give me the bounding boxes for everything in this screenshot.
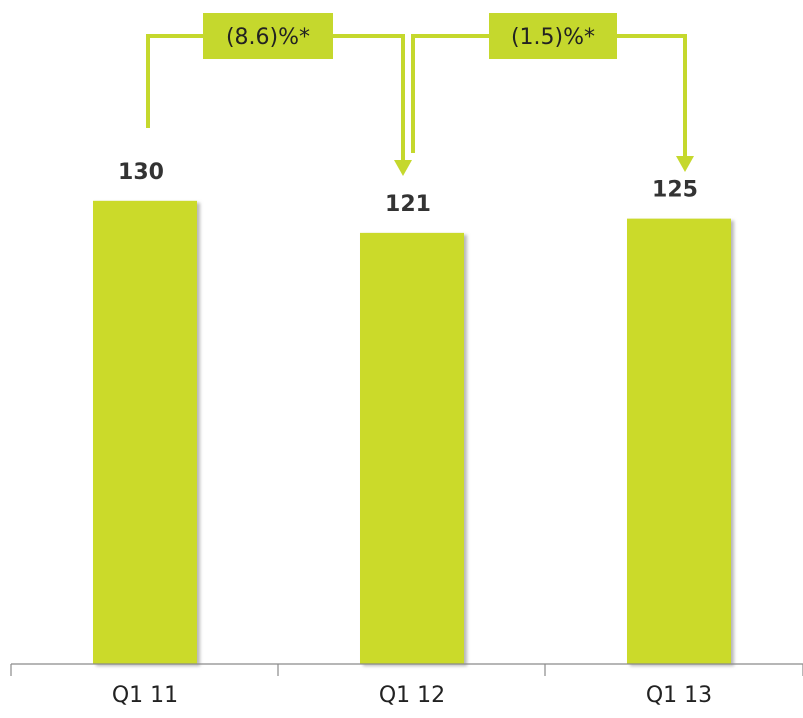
annotation-box bbox=[203, 13, 333, 59]
x-tick-label: Q1 13 bbox=[646, 683, 712, 708]
change-annotation-2: (1.5)%* bbox=[411, 13, 694, 172]
annotation-arrowhead bbox=[394, 160, 412, 176]
x-axis bbox=[10, 663, 803, 676]
change-annotations: (8.6)%* (1.5)%* bbox=[146, 13, 694, 176]
bars bbox=[93, 200, 731, 664]
bar-q1-11 bbox=[93, 200, 197, 664]
annotation-label: (8.6)%* bbox=[226, 25, 310, 50]
change-annotation-1: (8.6)%* bbox=[146, 13, 412, 176]
x-tick-label: Q1 11 bbox=[112, 683, 178, 708]
bar-q1-13 bbox=[627, 218, 731, 664]
value-label: 121 bbox=[385, 192, 431, 217]
annotation-box bbox=[489, 13, 617, 59]
value-label: 125 bbox=[652, 178, 698, 203]
value-label: 130 bbox=[118, 160, 164, 185]
bar-q1-12 bbox=[360, 232, 464, 664]
annotation-arrowhead bbox=[676, 156, 694, 172]
annotation-label: (1.5)%* bbox=[511, 25, 595, 50]
value-labels: 130 121 125 bbox=[118, 160, 698, 217]
x-tick-labels: Q1 11 Q1 12 Q1 13 bbox=[112, 683, 712, 708]
x-tick-label: Q1 12 bbox=[379, 683, 445, 708]
